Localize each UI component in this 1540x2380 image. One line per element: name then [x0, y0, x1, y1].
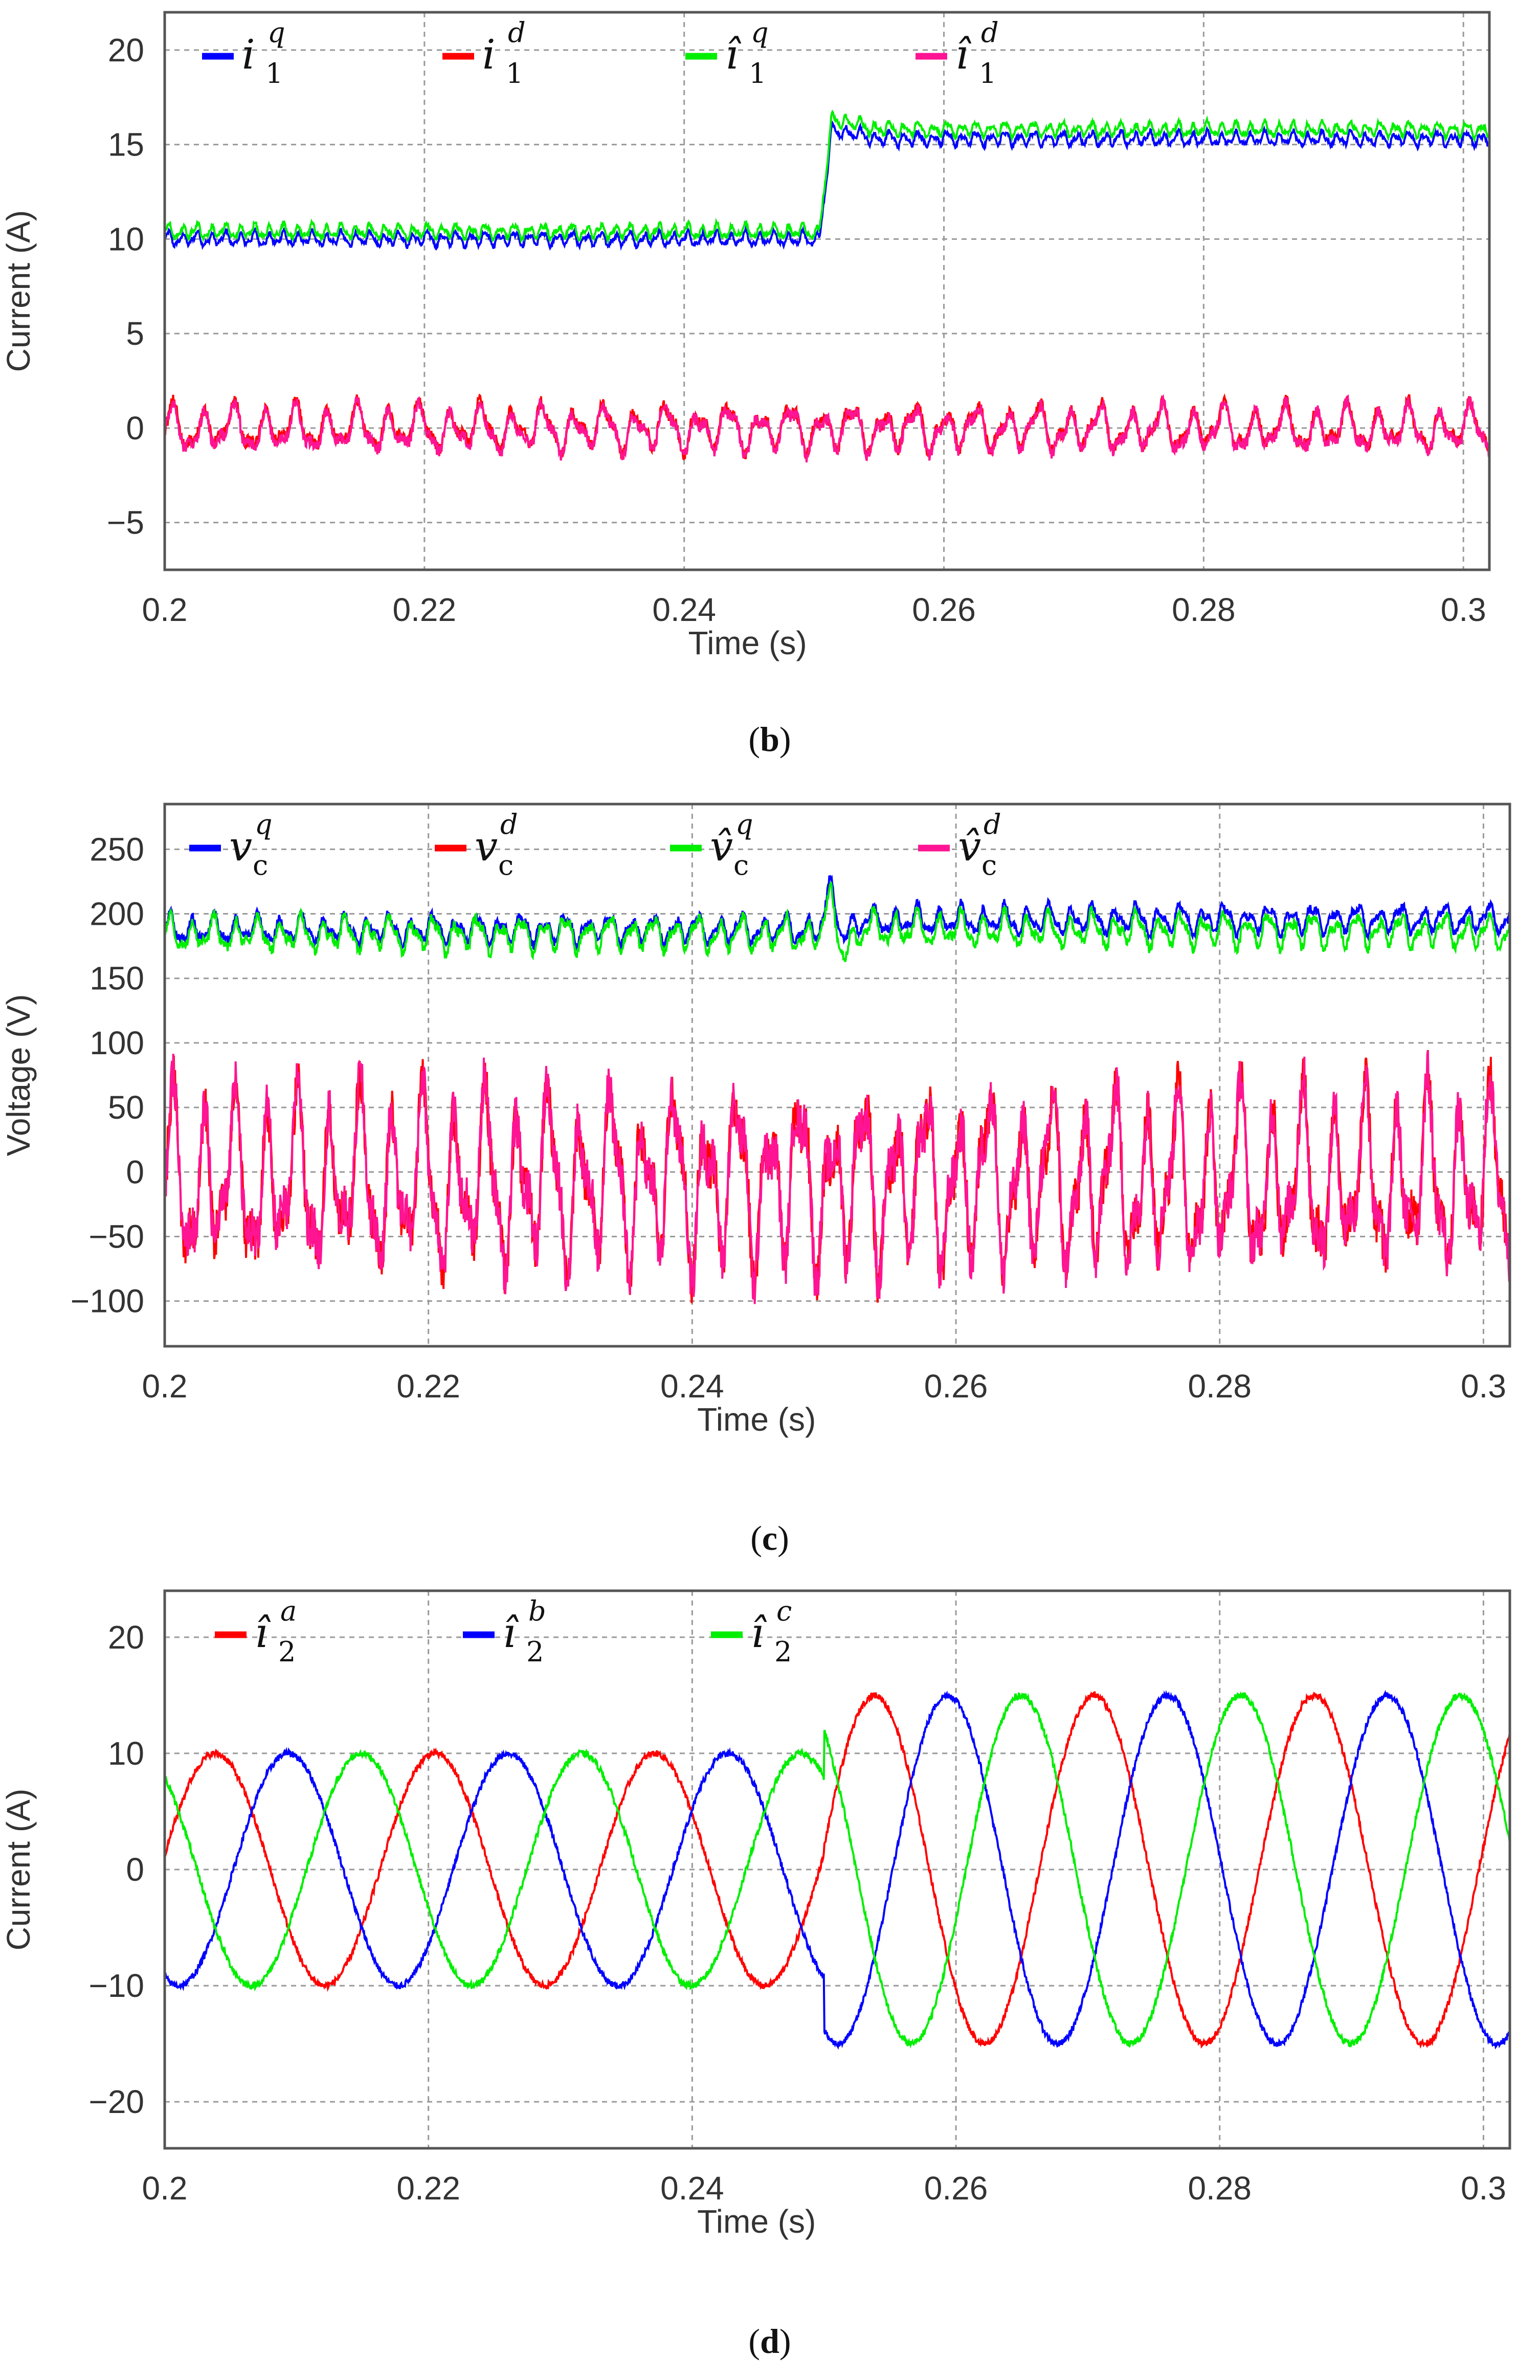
x-tick-label: 0.2	[142, 591, 188, 628]
legend-label: i	[482, 31, 496, 78]
legend-label: v	[475, 822, 498, 870]
x-tick-label: 0.24	[660, 2170, 724, 2207]
legend-subscript: 2	[526, 1636, 544, 1668]
y-tick-label: 100	[90, 1025, 144, 1061]
plot-area	[165, 804, 1510, 1346]
y-tick-label: 0	[126, 1851, 144, 1888]
legend-subscript: c	[498, 849, 514, 881]
legend-entry-2: i d 1	[442, 16, 526, 90]
chart-panel-d: −20 −10 0 10 20 0.2 0.22 0.24 0.26 0.28 0.3 Time (s…	[0, 1589, 1511, 2361]
legend-superscript: q	[751, 16, 769, 49]
y-tick-label: −100	[71, 1283, 144, 1320]
x-tick-label: 0.26	[924, 2170, 988, 2207]
y-tick-label: 5	[126, 315, 144, 352]
legend-superscript: d	[981, 16, 999, 49]
x-tick-label: 0.2	[142, 2170, 188, 2207]
legend-superscript: c	[776, 1595, 792, 1627]
plot-frame	[163, 11, 1491, 571]
y-tick-label: 0	[126, 410, 144, 447]
x-tick-label: 0.28	[1188, 1368, 1252, 1405]
legend-entry-1: i q 1	[202, 16, 285, 90]
legend-subscript: 2	[774, 1636, 792, 1668]
legend-entry-3: î c2	[711, 1595, 792, 1668]
x-axis-label: Time (s)	[697, 2203, 816, 2240]
y-axis-label: Voltage (V)	[0, 994, 37, 1156]
legend-superscript: d	[984, 808, 1001, 840]
y-tick-label: 10	[108, 220, 144, 257]
y-tick-label: 15	[108, 126, 144, 163]
x-tick-label: 0.22	[396, 1368, 460, 1405]
legend-entry-3: v̂ qc	[670, 808, 753, 881]
plot-area	[165, 12, 1489, 570]
chart-panel-b: −5 0 5 10 15 20 0.2 0.22 0.24 0.26 0.28 0.3 Time (s)…	[0, 11, 1491, 759]
x-tick-label: 0.28	[1172, 591, 1236, 628]
legend-label: v	[229, 822, 252, 870]
legend-superscript: a	[280, 1595, 297, 1627]
legend-superscript: q	[255, 808, 273, 840]
legend-superscript: d	[508, 16, 526, 49]
legend-subscript: c	[253, 849, 268, 881]
series-line-3	[165, 1691, 1510, 2049]
legend-label: i	[242, 31, 255, 78]
legend-superscript: q	[735, 808, 753, 840]
chart-panel-c: −100 −50 0 50 100 150 200 250 0.2 0.22 0.24 0.26 0.2…	[0, 803, 1511, 1558]
x-tick-label: 0.26	[912, 591, 976, 628]
legend-subscript: 1	[265, 57, 283, 90]
x-tick-label: 0.22	[396, 2170, 460, 2207]
y-tick-label: 10	[108, 1735, 144, 1772]
legend-entry-2: v dc	[435, 808, 518, 881]
legend-subscript: 1	[979, 57, 996, 90]
x-tick-label: 0.28	[1188, 2170, 1252, 2207]
panel-caption: (d)	[748, 2322, 791, 2361]
series-line-1	[165, 120, 1489, 251]
x-tick-label: 0.3	[1461, 2170, 1506, 2207]
x-axis-label: Time (s)	[697, 1401, 816, 1438]
legend-entry-4: v̂ dc	[918, 808, 1001, 881]
y-tick-label: 150	[90, 960, 144, 997]
x-tick-label: 0.22	[393, 591, 457, 628]
series-line-3	[165, 109, 1489, 245]
panel-caption: (b)	[748, 720, 791, 759]
legend-subscript: 1	[506, 57, 523, 90]
series-line-4	[165, 1051, 1510, 1304]
legend-label: v̂	[710, 822, 733, 870]
legend-superscript: d	[500, 808, 518, 840]
series-line-2	[165, 1689, 1510, 2050]
y-tick-label: 20	[108, 1619, 144, 1656]
series-line-4	[165, 394, 1489, 463]
panel-caption: (c)	[750, 1519, 789, 1558]
plot-frame	[163, 803, 1511, 1348]
y-tick-label: −20	[88, 2083, 144, 2120]
y-tick-label: 200	[90, 896, 144, 932]
x-tick-label: 0.3	[1441, 591, 1486, 628]
legend-subscript: c	[981, 849, 997, 881]
plot-frame	[163, 1589, 1511, 2150]
legend-subscript: 1	[749, 57, 766, 90]
series-line-3	[165, 881, 1510, 962]
x-tick-label: 0.24	[660, 1368, 724, 1405]
y-tick-label: 50	[108, 1089, 144, 1126]
y-tick-label: −10	[88, 1967, 144, 2004]
x-tick-label: 0.26	[924, 1368, 988, 1405]
legend-subscript: 2	[278, 1636, 296, 1668]
legend-superscript: b	[528, 1595, 546, 1627]
x-tick-label: 0.2	[142, 1368, 188, 1405]
legend-label: v̂	[958, 822, 981, 870]
y-axis-label: Current (A)	[0, 1789, 37, 1951]
x-tick-label: 0.24	[652, 591, 716, 628]
legend-entry-1: v qc	[189, 808, 273, 881]
y-tick-label: 20	[108, 32, 144, 69]
legend-subscript: c	[733, 849, 749, 881]
x-tick-label: 0.3	[1461, 1368, 1506, 1405]
y-tick-label: −50	[88, 1218, 144, 1255]
y-tick-label: 0	[126, 1153, 144, 1190]
x-axis-label: Time (s)	[688, 625, 807, 661]
series-line-1	[165, 1691, 1510, 2049]
y-axis-label: Current (A)	[0, 210, 37, 372]
y-tick-label: 250	[90, 831, 144, 868]
y-tick-label: −5	[107, 504, 144, 541]
legend-superscript: q	[267, 16, 285, 49]
